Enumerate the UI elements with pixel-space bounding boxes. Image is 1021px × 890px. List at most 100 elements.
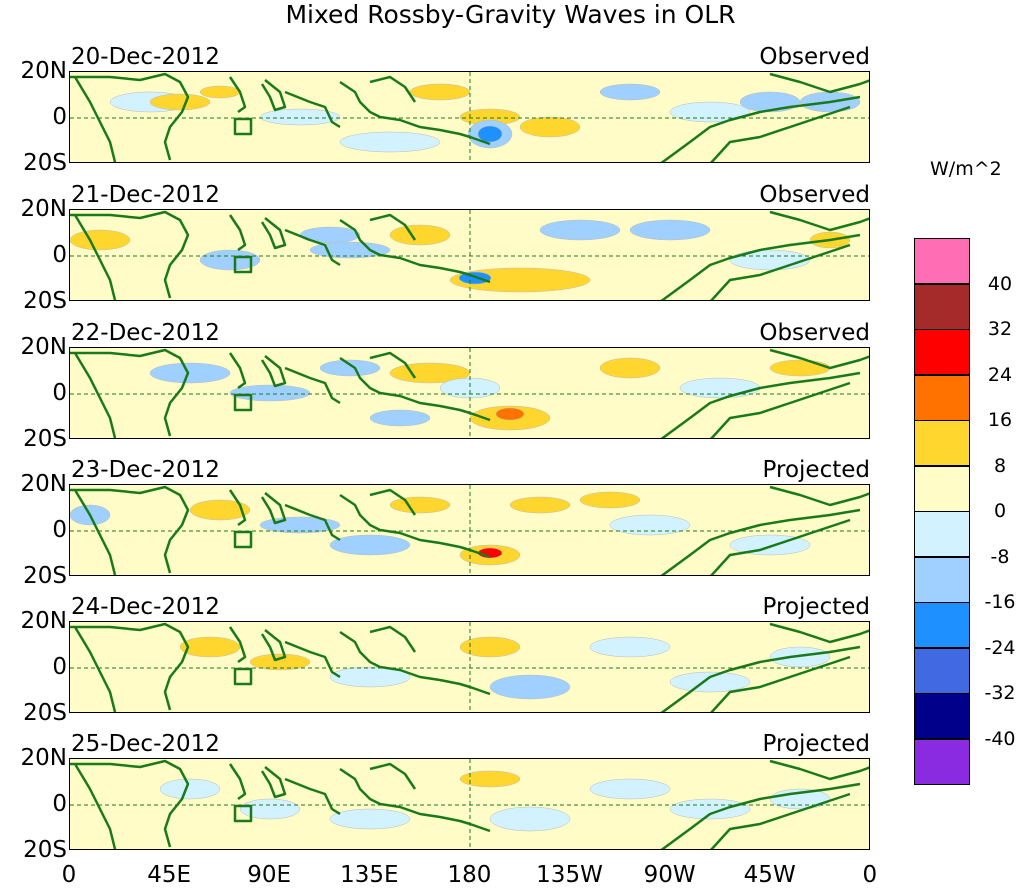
lat-label: 0 (52, 104, 67, 130)
map-panel: 22-Dec-2012 Observed 20N 0 20S (21, 320, 870, 451)
lat-label: 0 (52, 791, 67, 817)
anomaly-contour (669, 798, 751, 820)
anomaly-contour (459, 770, 521, 788)
anomaly-contour (669, 101, 751, 123)
anomaly-contour (439, 377, 501, 399)
map-panel: 23-Dec-2012 Projected 20N 0 20S (21, 457, 870, 588)
anomaly-contour (249, 653, 311, 671)
anomaly-contour (579, 491, 641, 509)
anomaly-contour (509, 496, 571, 514)
colorbar-swatch (914, 647, 970, 694)
colorbar-swatch (914, 283, 970, 330)
anomaly-contour (589, 636, 671, 658)
colorbar-swatch (914, 465, 970, 512)
anomaly-contour (629, 219, 711, 241)
anomaly-contour (769, 359, 831, 377)
colorbar-label: 32 (987, 318, 1013, 340)
anomaly-contour (679, 377, 761, 399)
panel-status: Observed (759, 44, 870, 70)
panel-date: 23-Dec-2012 (71, 457, 220, 483)
colorbar-swatch (914, 238, 970, 284)
colorbar-label: 16 (987, 409, 1013, 431)
colorbar-label: 40 (987, 272, 1013, 295)
anomaly-contour (149, 362, 231, 384)
colorbar-swatch (914, 511, 970, 557)
lat-label: 20N (20, 471, 67, 497)
anomaly-contour (599, 357, 661, 379)
panel-date: 24-Dec-2012 (71, 594, 220, 620)
lat-label: 20N (20, 745, 67, 771)
colorbar-swatch (914, 738, 970, 785)
lat-label: 0 (52, 654, 67, 680)
coastlines (70, 72, 869, 162)
lon-label: 0 (61, 862, 77, 888)
colorbar-label: 24 (987, 363, 1013, 386)
anomaly-contour (149, 93, 211, 111)
lat-label: 0 (52, 517, 67, 543)
panel-date: 21-Dec-2012 (71, 182, 220, 208)
olr-map (69, 347, 870, 439)
anomaly-contour (489, 674, 571, 700)
map-panel: 24-Dec-2012 Projected 20N 0 20S (21, 594, 870, 725)
anomaly-contour (489, 806, 571, 832)
lat-label: 20S (23, 700, 67, 726)
anomaly-contour (459, 636, 521, 658)
colorbar-unit: W/m^2 (930, 158, 1002, 180)
anomaly-contour (729, 249, 811, 271)
coastlines (70, 348, 869, 438)
anomaly-contour (539, 219, 621, 241)
anomaly-contour (599, 83, 661, 101)
lat-label: 20S (23, 426, 67, 452)
lat-label: 20S (23, 150, 67, 176)
anomaly-contour (319, 359, 381, 377)
panel-status: Projected (762, 594, 870, 620)
lon-label: 45E (147, 862, 191, 888)
lon-label: 45W (743, 862, 796, 888)
colorbar-swatch (914, 602, 970, 648)
lon-label: 90W (643, 862, 696, 888)
map-panel: 21-Dec-2012 Observed 20N 0 20S (21, 182, 870, 313)
anomaly-contour (609, 514, 691, 536)
olr-map (69, 71, 870, 163)
anomaly-contour (477, 125, 503, 143)
lat-label: 20S (23, 837, 67, 863)
olr-map (69, 484, 870, 576)
lat-label: 20S (23, 563, 67, 589)
anomaly-contour (369, 409, 431, 427)
colorbar-label: -8 (990, 545, 1010, 568)
lat-label: 0 (52, 242, 67, 268)
lat-label: 20N (20, 334, 67, 360)
anomaly-contour (70, 229, 131, 251)
anomaly-contour (259, 108, 341, 126)
colorbar-swatch (914, 693, 970, 739)
figure-title: Mixed Rossby-Gravity Waves in OLR (285, 0, 736, 29)
anomaly-contour (199, 249, 261, 271)
anomaly-contour (389, 224, 451, 246)
olr-map (69, 209, 870, 301)
panel-date: 25-Dec-2012 (71, 731, 220, 757)
lat-label: 20N (20, 196, 67, 222)
coastlines (70, 210, 869, 300)
panel-date: 22-Dec-2012 (71, 320, 220, 346)
olr-map (69, 758, 870, 850)
anomaly-contour (189, 499, 251, 521)
anomaly-contour (179, 636, 241, 658)
colorbar-label: 0 (993, 500, 1007, 522)
panel-status: Projected (762, 731, 870, 757)
anomaly-contour (329, 666, 411, 688)
anomaly-contour (409, 83, 471, 101)
lat-label: 20S (23, 288, 67, 314)
colorbar-label: -40 (984, 727, 1016, 750)
anomaly-contour (159, 778, 221, 800)
colorbar-swatch (914, 329, 970, 375)
anomaly-contour (229, 384, 311, 402)
coastlines (70, 622, 869, 712)
colorbar-label: 8 (993, 454, 1007, 477)
anomaly-contour (739, 91, 801, 113)
lat-label: 0 (52, 380, 67, 406)
anomaly-contour (239, 798, 301, 820)
anomaly-contour (339, 131, 441, 153)
colorbar-swatch (914, 556, 970, 603)
colorbar-label: -16 (984, 591, 1016, 613)
panel-status: Projected (762, 457, 870, 483)
